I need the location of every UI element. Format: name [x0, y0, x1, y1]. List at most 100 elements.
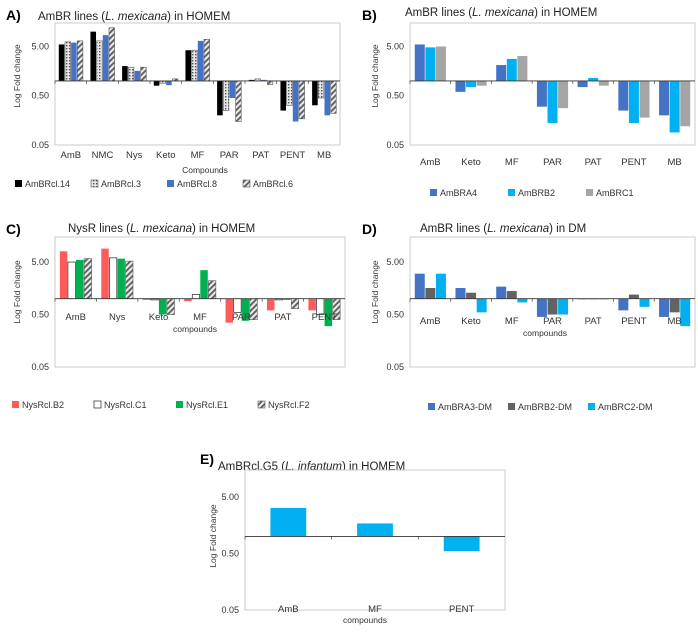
- y-tick-label: 5.00: [221, 492, 239, 502]
- legend-swatch-NysRcl.C1: [93, 400, 102, 409]
- bar-AmBRB2-DM-PENT: [628, 294, 639, 299]
- bar-NysRcl.E1-Keto: [158, 298, 167, 315]
- legend-label-AmBRB2: AmBRB2: [518, 188, 555, 198]
- title-species: L. mexicana: [105, 11, 167, 23]
- x-category-label: PENT: [312, 312, 338, 323]
- x-axis-label: compounds: [173, 324, 217, 334]
- bar-AmBRA4-PAT: [577, 80, 588, 88]
- bar-NysRcl.E1-AmB: [76, 259, 84, 299]
- bar-AmBRcl.14-NMC: [90, 31, 97, 81]
- bar-AmBRB2-DM-Keto: [466, 292, 477, 299]
- bar-AmBRC2-DM-MF: [517, 298, 528, 303]
- y-axis-label: Log Fold change: [12, 44, 22, 108]
- bar-NysRcl.B2-Nys: [101, 248, 109, 299]
- bar-NysRcl.E1-PAT: [283, 298, 291, 300]
- bar-AmBRA3-DM-AmB: [414, 273, 425, 299]
- legend-swatch-NysRcl.E1: [176, 401, 183, 408]
- plot-area: [54, 236, 346, 368]
- x-category-label: PAR: [232, 312, 251, 323]
- y-tick-label: 5.00: [31, 257, 49, 267]
- x-category-label: PAR: [543, 157, 562, 168]
- bar-AmBRA3-DM-PENT: [618, 298, 629, 311]
- bar-NysRcl.C1-Nys: [109, 257, 118, 300]
- bar-AmBRB2-MB: [669, 80, 680, 133]
- x-category-label: PAT: [252, 150, 269, 161]
- y-tick-label: 5.00: [386, 41, 404, 51]
- chart-title: AmBR lines (L. mexicana) in DM: [420, 223, 586, 235]
- y-tick-label: 0.05: [386, 140, 404, 150]
- bar-AmBRA3-DM-Keto: [455, 288, 466, 299]
- bar-NysRcl.F2-PAR: [249, 298, 258, 320]
- bar-AmBRcl.14-Nys: [122, 66, 128, 81]
- bar-AmBRcl.6-MB: [330, 80, 337, 114]
- bar-AmBRcl.G5-PENT: [443, 536, 480, 552]
- legend-label-AmBRcl.14: AmBRcl.14: [25, 179, 70, 189]
- x-category-label: PAT: [585, 157, 602, 168]
- x-axis-label: compounds: [523, 328, 567, 338]
- bar-AmBRB2-DM-PAR: [547, 298, 558, 315]
- bar-AmBRB2-PAR: [547, 80, 558, 123]
- title-part: AmBR lines (: [420, 223, 487, 235]
- title-part: ) in HOMEM: [534, 7, 597, 19]
- legend-label-AmBRC1: AmBRC1: [596, 188, 634, 198]
- legend-label-AmBRcl.6: AmBRcl.6: [253, 179, 293, 189]
- bar-AmBRcl.8-MF: [197, 40, 204, 81]
- y-tick-label: 0.05: [31, 362, 49, 372]
- y-axis-label: Log Fold change: [370, 44, 380, 108]
- y-tick-label: 0.05: [386, 362, 404, 372]
- x-category-label: MB: [668, 157, 682, 168]
- bar-AmBRcl.6-PAR: [235, 80, 242, 122]
- bar-AmBRcl.6-AmB: [77, 40, 84, 82]
- x-category-label: PENT: [621, 157, 647, 168]
- y-tick-label: 0.50: [31, 310, 49, 320]
- title-species: L. mexicana: [472, 7, 534, 19]
- bar-AmBRA4-MB: [659, 80, 670, 116]
- bar-AmBRB2-DM-AmB: [425, 288, 436, 299]
- panel-label: E): [200, 451, 214, 467]
- bar-AmBRB2-Keto: [466, 80, 477, 88]
- panel-label: C): [6, 221, 21, 237]
- chart-title: AmBR lines (L. mexicana) in HOMEM: [405, 7, 597, 19]
- bar-AmBRB2-PAT: [588, 77, 599, 81]
- x-category-label: AmB: [420, 157, 441, 168]
- panel-label: A): [6, 7, 21, 23]
- x-category-label: PENT: [449, 604, 475, 615]
- legend-label-AmBRB2-DM: AmBRB2-DM: [518, 402, 572, 412]
- bar-NysRcl.B2-Keto: [142, 298, 151, 300]
- bar-AmBRA4-PAR: [536, 80, 547, 107]
- x-category-label: PAR: [220, 150, 239, 161]
- bar-AmBRC1-AmB: [435, 46, 446, 81]
- bar-AmBRcl.14-MB: [312, 80, 318, 106]
- bar-AmBRcl.6-NMC: [108, 27, 115, 82]
- legend-swatch-AmBRcl.3: [90, 179, 99, 188]
- bar-AmBRB2-PENT: [628, 80, 639, 123]
- bar-AmBRcl.8-Keto: [166, 80, 172, 86]
- bar-NysRcl.F2-PAT: [290, 298, 300, 309]
- panel-label: B): [362, 7, 377, 23]
- bar-AmBRcl.3-PAR: [222, 80, 230, 111]
- y-tick-label: 0.05: [31, 140, 49, 150]
- bar-AmBRcl.6-Nys: [140, 66, 147, 82]
- bar-AmBRA4-MF: [496, 65, 507, 81]
- bar-AmBRcl.3-PENT: [286, 80, 293, 106]
- legend-label-NysRcl.C1: NysRcl.C1: [104, 400, 147, 410]
- title-part: NysR lines (: [68, 223, 130, 235]
- bar-NysRcl.F2-AmB: [83, 258, 92, 300]
- legend-label-AmBRA3-DM: AmBRA3-DM: [438, 402, 492, 412]
- bar-AmBRcl.14-MF: [185, 50, 192, 81]
- legend-swatch-AmBRA4: [430, 189, 437, 196]
- x-category-label: AmB: [278, 604, 299, 615]
- bar-AmBRC1-PAR: [558, 80, 569, 109]
- bar-AmBRC1-Keto: [476, 80, 487, 86]
- bar-NysRcl.F2-Nys: [125, 260, 134, 300]
- bar-AmBRcl.6-PENT: [298, 80, 305, 120]
- x-category-label: NMC: [92, 150, 114, 161]
- x-category-label: MB: [317, 150, 331, 161]
- legend-swatch-AmBRB2: [508, 189, 515, 196]
- x-category-label: Nys: [109, 312, 126, 323]
- bar-AmBRC1-MB: [680, 80, 691, 127]
- x-category-label: Keto: [461, 157, 481, 168]
- x-category-label: Keto: [156, 150, 176, 161]
- legend-swatch-AmBRcl.14: [15, 180, 22, 187]
